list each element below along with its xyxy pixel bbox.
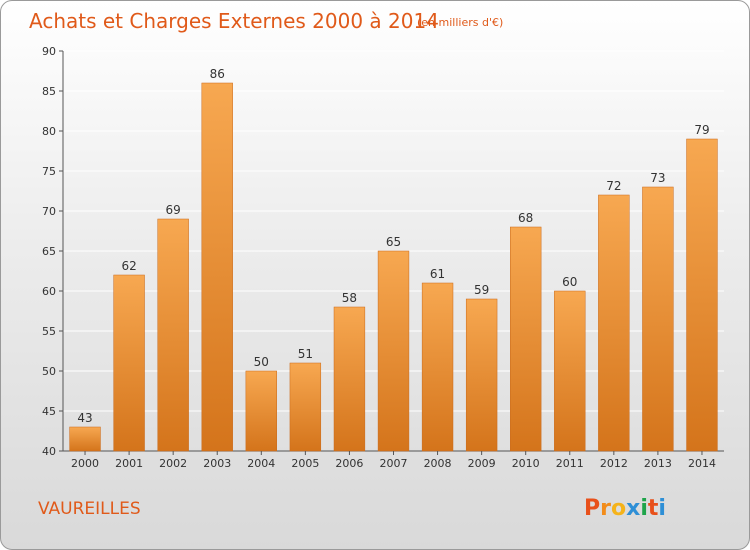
x-tick-label-2012: 2012 bbox=[600, 457, 628, 470]
y-tick-label: 55 bbox=[42, 325, 56, 338]
y-tick-label: 80 bbox=[42, 125, 56, 138]
logo-letter: t bbox=[648, 496, 659, 521]
bar-2009 bbox=[465, 298, 498, 452]
bar-2005 bbox=[289, 362, 322, 452]
logo-letter: i bbox=[640, 496, 648, 521]
value-label-2009: 59 bbox=[474, 283, 489, 297]
x-tick-label-2010: 2010 bbox=[512, 457, 540, 470]
value-label-2002: 69 bbox=[166, 203, 181, 217]
bar-2010 bbox=[510, 226, 542, 452]
x-tick-label-2009: 2009 bbox=[468, 457, 496, 470]
x-tick-label-2013: 2013 bbox=[644, 457, 672, 470]
y-tick-label: 70 bbox=[42, 205, 56, 218]
x-tick-label-2003: 2003 bbox=[203, 457, 231, 470]
value-label-2013: 73 bbox=[650, 171, 665, 185]
x-tick-label-2002: 2002 bbox=[159, 457, 187, 470]
value-label-2007: 65 bbox=[386, 235, 401, 249]
x-tick-label-2008: 2008 bbox=[424, 457, 452, 470]
bar-2014 bbox=[686, 138, 718, 452]
y-tick-label: 90 bbox=[42, 45, 56, 58]
proxiti-logo: Proxiti bbox=[584, 496, 666, 521]
x-tick-label-2001: 2001 bbox=[115, 457, 143, 470]
value-label-2000: 43 bbox=[77, 411, 92, 425]
value-label-2006: 58 bbox=[342, 291, 357, 305]
logo-letter: P bbox=[584, 496, 600, 521]
bar-2003 bbox=[201, 82, 233, 452]
x-tick-label-2005: 2005 bbox=[291, 457, 319, 470]
value-labels: 43 62 69 86 50 51 58 65 61 59 68 60 72 73 79 bbox=[77, 67, 709, 425]
x-tick-label-2007: 2007 bbox=[380, 457, 408, 470]
value-label-2003: 86 bbox=[210, 67, 225, 81]
logo-letter: o bbox=[611, 496, 626, 521]
logo-letter: r bbox=[600, 496, 611, 521]
value-label-2010: 68 bbox=[518, 211, 533, 225]
commune-name: VAUREILLES bbox=[38, 499, 141, 519]
x-tick-label-2000: 2000 bbox=[71, 457, 99, 470]
bar-2008 bbox=[421, 282, 454, 452]
value-label-2001: 62 bbox=[121, 259, 136, 273]
x-tick-label-2014: 2014 bbox=[688, 457, 716, 470]
y-tick-label: 50 bbox=[42, 365, 56, 378]
logo-letter: x bbox=[626, 496, 640, 521]
y-tick-label: 60 bbox=[42, 285, 56, 298]
bars bbox=[69, 82, 718, 452]
bar-2000 bbox=[69, 426, 101, 452]
bar-2002 bbox=[157, 218, 189, 452]
value-label-2014: 79 bbox=[694, 123, 709, 137]
bar-2007 bbox=[377, 250, 410, 452]
y-tick-labels: 40 45 50 55 60 65 70 75 80 85 90 bbox=[42, 45, 63, 458]
value-label-2008: 61 bbox=[430, 267, 445, 281]
x-tick-label-2011: 2011 bbox=[556, 457, 584, 470]
bar-2004 bbox=[245, 370, 277, 452]
logo-letter: i bbox=[658, 496, 666, 521]
y-tick-label: 45 bbox=[42, 405, 56, 418]
y-tick-label: 65 bbox=[42, 245, 56, 258]
chart-unit: (en milliers d'€) bbox=[417, 16, 503, 29]
bar-2011 bbox=[554, 290, 586, 452]
y-tick-label: 75 bbox=[42, 165, 56, 178]
value-label-2005: 51 bbox=[298, 347, 313, 361]
bar-2012 bbox=[598, 194, 630, 452]
x-tick-label-2006: 2006 bbox=[335, 457, 363, 470]
x-tick-label-2004: 2004 bbox=[247, 457, 275, 470]
bar-2013 bbox=[642, 186, 674, 452]
y-tick-label: 40 bbox=[42, 445, 56, 458]
x-tick-labels: 2000 2001 2002 2003 2004 2005 2006 2007 2008 2009… bbox=[71, 451, 716, 470]
value-label-2004: 50 bbox=[254, 355, 269, 369]
y-tick-label: 85 bbox=[42, 85, 56, 98]
value-label-2011: 60 bbox=[562, 275, 577, 289]
bar-2001 bbox=[113, 274, 145, 452]
value-label-2012: 72 bbox=[606, 179, 621, 193]
chart-title: Achats et Charges Externes 2000 à 2014 bbox=[29, 9, 439, 33]
bar-2006 bbox=[333, 306, 366, 452]
